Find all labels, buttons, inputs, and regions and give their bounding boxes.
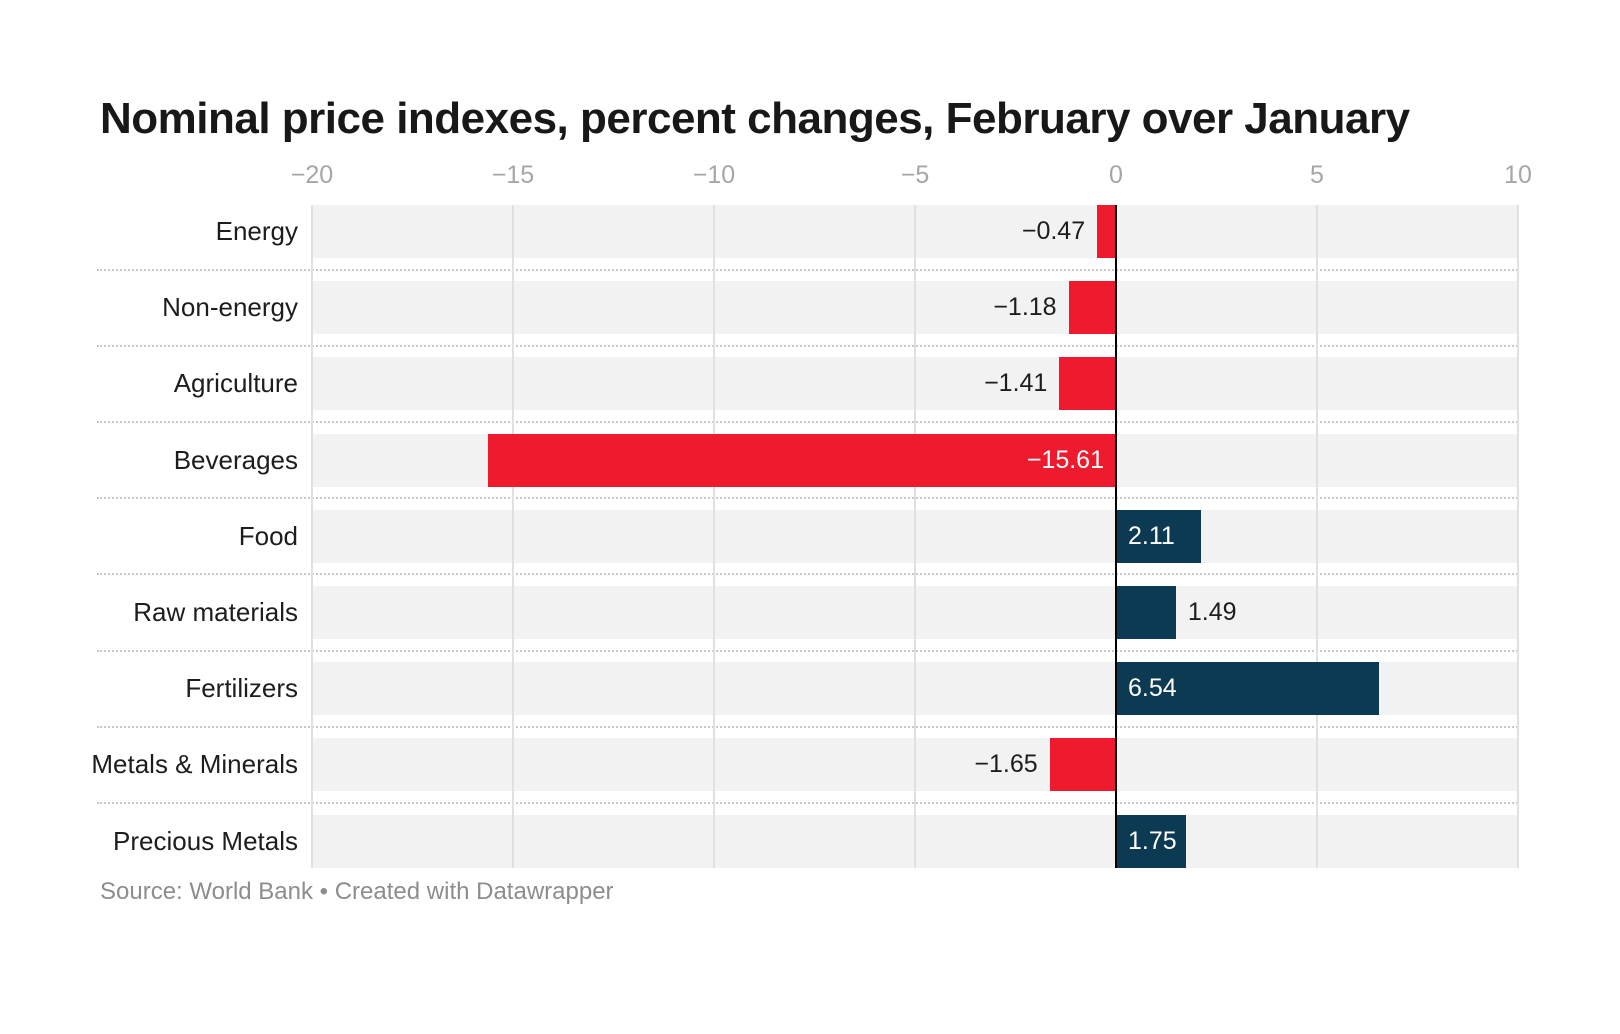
value-label: 1.49 (1187, 598, 1237, 626)
category-label: Energy (215, 216, 298, 246)
x-gridline (713, 205, 715, 868)
row-separator (97, 649, 1518, 652)
negative-bar (1049, 738, 1116, 792)
x-gridline (1517, 205, 1519, 868)
value-label: −1.18 (993, 293, 1057, 322)
plot-area: −20 −15 −10 −5 0 5 10 Energy −0.47 Non-energy −1.1… (91, 161, 1532, 868)
row-separator (97, 573, 1518, 576)
category-label: Metals & Minerals (91, 749, 298, 780)
category-label: Raw materials (133, 597, 298, 627)
x-axis-tick-label: −20 (290, 161, 334, 189)
negative-bar (488, 433, 1116, 487)
value-label: −15.61 (1026, 445, 1104, 474)
value-label: 2.11 (1128, 521, 1175, 550)
category-label: Agriculture (173, 368, 298, 399)
category-label: Fertilizers (185, 673, 298, 704)
x-axis-tick-label: 0 (1109, 161, 1123, 189)
row-separator (97, 725, 1518, 728)
source-line: Source: World Bank • Created with Datawr… (100, 878, 614, 905)
positive-bar (1116, 662, 1379, 716)
x-gridline (914, 205, 916, 868)
row-separator (97, 421, 1518, 423)
value-label: −1.65 (974, 750, 1038, 779)
x-axis-tick-label: 10 (1504, 161, 1532, 189)
row-separator (97, 497, 1518, 500)
negative-bar (1068, 281, 1116, 335)
value-label: −0.47 (1021, 217, 1086, 245)
positive-bar (1116, 586, 1176, 639)
value-label: 6.54 (1128, 674, 1177, 703)
x-axis-tick-label: 5 (1310, 161, 1324, 189)
negative-bar (1059, 357, 1116, 411)
value-label: 1.75 (1128, 826, 1177, 855)
value-label: −1.41 (984, 369, 1048, 398)
x-gridline (311, 205, 313, 868)
chart-title: Nominal price indexes, percent changes, … (100, 94, 1410, 143)
x-axis-tick-label: −15 (491, 161, 535, 189)
category-label: Beverages (173, 444, 298, 475)
category-label: Non-energy (162, 292, 298, 323)
x-gridline (1316, 205, 1318, 868)
positive-bar (1116, 814, 1187, 868)
zero-axis-line (1115, 205, 1117, 868)
row-separator (97, 268, 1518, 271)
category-label: Precious Metals (113, 825, 298, 856)
negative-bar (1097, 205, 1116, 258)
positive-bar (1116, 509, 1201, 563)
category-label: Food (238, 520, 298, 551)
x-gridline (512, 205, 514, 868)
row-separator (97, 802, 1518, 804)
row-separator (97, 344, 1518, 347)
x-axis-tick-label: −10 (692, 161, 736, 189)
x-axis-tick-label: −5 (900, 161, 930, 189)
